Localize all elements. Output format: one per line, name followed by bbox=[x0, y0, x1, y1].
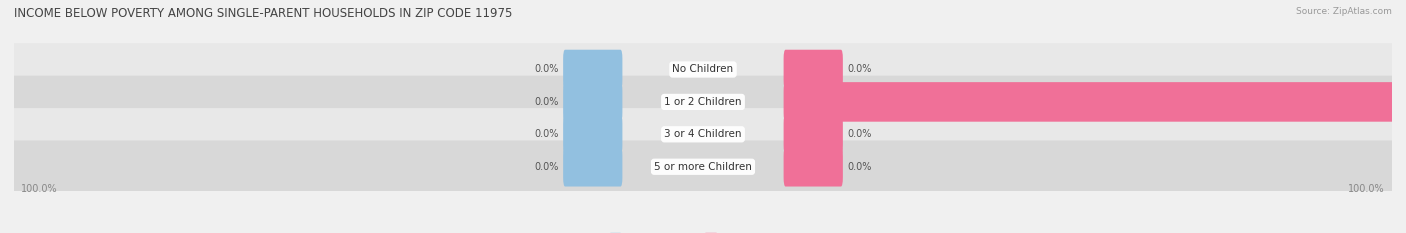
Text: 0.0%: 0.0% bbox=[534, 65, 558, 75]
Text: No Children: No Children bbox=[672, 65, 734, 75]
FancyBboxPatch shape bbox=[11, 43, 1395, 96]
FancyBboxPatch shape bbox=[564, 147, 623, 187]
FancyBboxPatch shape bbox=[11, 76, 1395, 128]
FancyBboxPatch shape bbox=[783, 50, 842, 89]
Text: 1 or 2 Children: 1 or 2 Children bbox=[664, 97, 742, 107]
FancyBboxPatch shape bbox=[564, 82, 623, 122]
Text: INCOME BELOW POVERTY AMONG SINGLE-PARENT HOUSEHOLDS IN ZIP CODE 11975: INCOME BELOW POVERTY AMONG SINGLE-PARENT… bbox=[14, 7, 512, 20]
Text: 0.0%: 0.0% bbox=[848, 65, 872, 75]
Text: 100.0%: 100.0% bbox=[1348, 184, 1385, 194]
FancyBboxPatch shape bbox=[564, 115, 623, 154]
Text: 100.0%: 100.0% bbox=[21, 184, 58, 194]
Text: 0.0%: 0.0% bbox=[534, 97, 558, 107]
Text: 0.0%: 0.0% bbox=[534, 162, 558, 172]
FancyBboxPatch shape bbox=[783, 147, 842, 187]
FancyBboxPatch shape bbox=[564, 50, 623, 89]
FancyBboxPatch shape bbox=[11, 140, 1395, 193]
Text: 0.0%: 0.0% bbox=[848, 129, 872, 139]
FancyBboxPatch shape bbox=[11, 108, 1395, 161]
Text: 0.0%: 0.0% bbox=[534, 129, 558, 139]
Text: 0.0%: 0.0% bbox=[848, 162, 872, 172]
FancyBboxPatch shape bbox=[783, 115, 842, 154]
Text: Source: ZipAtlas.com: Source: ZipAtlas.com bbox=[1296, 7, 1392, 16]
Text: 5 or more Children: 5 or more Children bbox=[654, 162, 752, 172]
FancyBboxPatch shape bbox=[783, 82, 1406, 122]
Text: 3 or 4 Children: 3 or 4 Children bbox=[664, 129, 742, 139]
